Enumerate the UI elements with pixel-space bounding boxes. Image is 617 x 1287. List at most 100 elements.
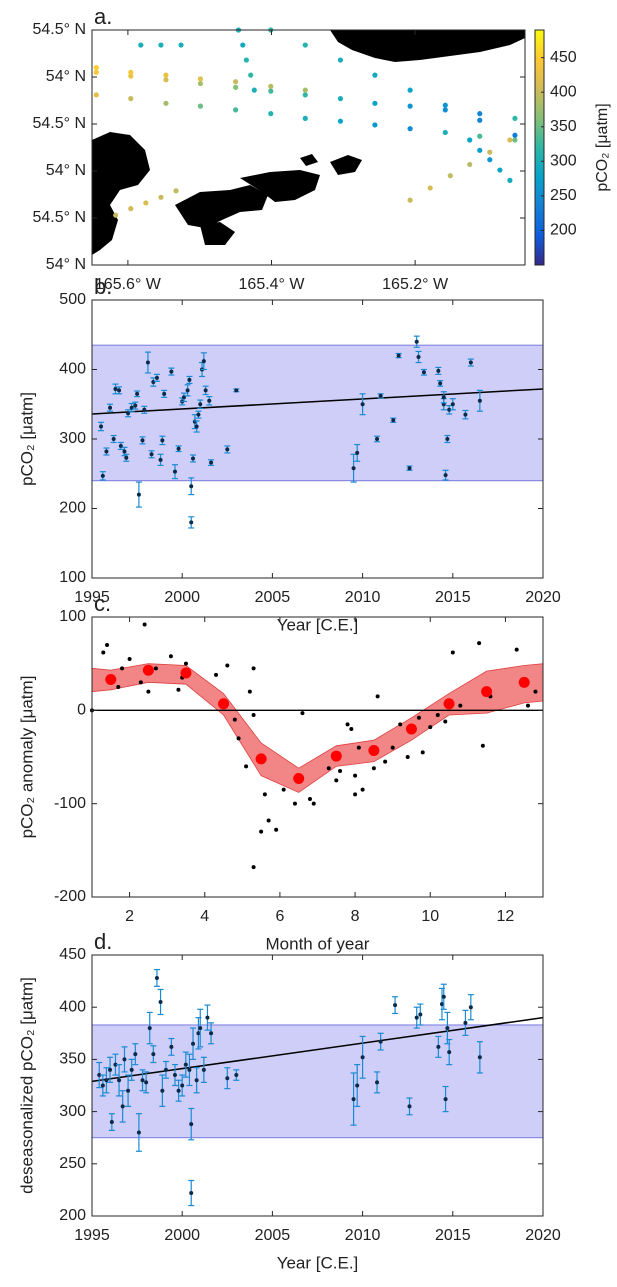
x-tick-label: 12 [497,908,515,925]
x-tick-label: 165.4° W [239,276,306,293]
data-point [151,380,156,385]
data-point [153,666,158,671]
data-point [122,449,127,454]
data-point [407,466,412,471]
data-point [463,1020,468,1025]
data-point [108,405,113,410]
monthly-mean [218,698,230,710]
data-point [458,703,463,708]
data-point [355,1083,360,1088]
data-point [360,787,365,792]
data-point [251,865,256,870]
data-point [390,745,395,750]
data-point [477,641,482,646]
y-tick-label: 300 [59,430,86,447]
y-tick-label: 350 [59,1051,86,1068]
data-point [450,650,455,655]
track-point [251,87,257,93]
confidence-band [91,663,544,793]
track-point [467,161,473,168]
x-tick-label: 2005 [255,589,291,606]
data-point [168,654,173,659]
x-tick-label: 4 [200,908,209,925]
land-island-1 [175,185,268,228]
data-point [353,773,358,778]
data-point [414,339,419,344]
land-island-2 [240,170,320,202]
track-point [497,167,503,173]
track-point [197,103,204,109]
track-point [407,126,413,132]
data-point [113,386,118,391]
data-point [183,661,188,666]
data-point [274,827,279,832]
data-point [435,713,440,717]
data-point [259,829,264,834]
track-point [337,57,344,63]
data-point [172,1073,177,1078]
data-point [99,424,104,429]
data-point [160,1088,165,1093]
track-point [163,77,169,83]
x-tick-label: 6 [275,908,284,925]
track-point [372,72,378,78]
data-point [351,466,356,471]
data-point [189,1122,194,1127]
track-point [268,83,274,89]
track-point [302,115,308,121]
data-point [311,801,316,806]
monthly-mean [255,753,267,765]
data-point [450,402,455,407]
x-tick-label: 8 [351,908,360,925]
data-point [445,1026,450,1031]
track-point [372,122,378,128]
y-tick-label: 100 [59,608,86,625]
data-point [225,663,230,668]
data-point [307,797,312,801]
data-point [393,1003,398,1008]
track-point [407,197,413,203]
track-point [447,173,453,179]
data-point [101,650,106,655]
y-tick-label: 54.5° N [32,209,86,226]
data-point [407,1104,412,1109]
data-point [225,1076,230,1081]
track-point [163,100,169,106]
data-point [149,452,154,457]
data-point [371,766,376,771]
y-axis-title: pCO₂ anomaly [μatm] [17,676,36,839]
y-tick-label: 54° N [46,68,86,85]
x-tick-label: 165.2° W [382,276,449,293]
track-point [178,42,184,48]
x-tick-label: 2020 [525,1227,561,1244]
land-island-4 [330,155,362,175]
data-point [126,1088,131,1093]
data-point [180,1083,185,1088]
track-point [337,96,344,102]
track-point [233,79,239,85]
data-point [120,666,125,671]
data-point [468,360,473,365]
panel-label: c. [94,591,111,616]
colorbar-tick-label: 450 [550,49,577,66]
track-point [197,80,204,87]
data-point [133,403,138,408]
colorbar-tick-label: 250 [550,187,577,204]
data-point [172,469,177,474]
x-axis-title: Month of year [266,934,370,953]
data-point [232,717,237,722]
data-point [445,437,450,441]
track-point [128,206,134,212]
data-point [262,792,267,797]
data-point [169,369,174,374]
track-point [302,42,308,48]
data-point [468,1005,473,1010]
data-point [443,719,448,724]
track-point [163,72,169,78]
data-point [198,402,203,407]
x-axis-title: Year [C.E.] [277,1253,359,1272]
data-point [326,766,331,771]
plot-frame [91,299,544,579]
track-point [233,107,239,113]
data-point [116,685,121,689]
